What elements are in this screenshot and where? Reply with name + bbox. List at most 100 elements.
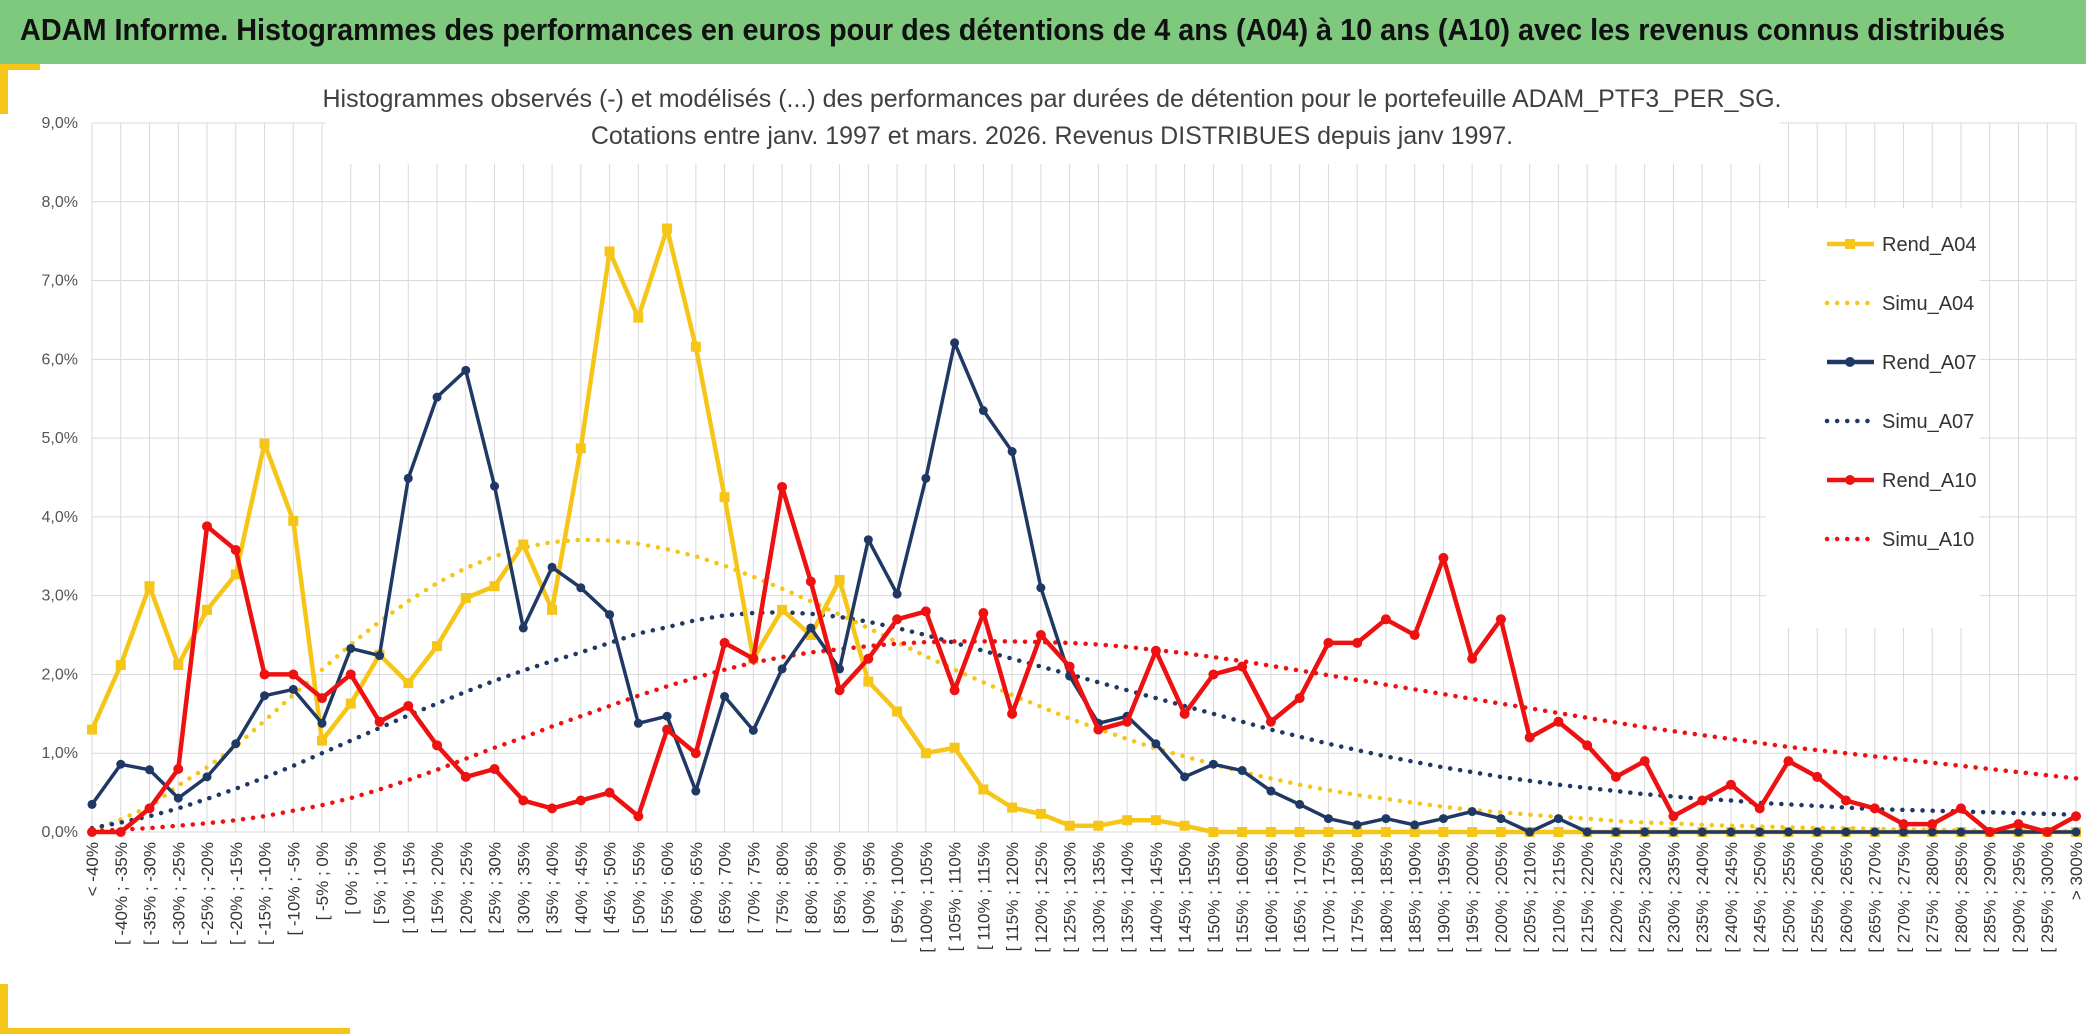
data-point-rend-a07 <box>1870 827 1880 837</box>
data-point-rend-a07 <box>1898 827 1908 837</box>
data-point-rend-a07 <box>691 786 701 796</box>
data-point-rend-a10 <box>432 740 443 751</box>
data-point-rend-a07 <box>576 583 586 593</box>
x-tick-label: [ 25% ; 30% <box>486 842 505 934</box>
data-point-rend-a07 <box>1438 814 1448 824</box>
data-point-rend-a07 <box>806 623 816 633</box>
data-point-rend-a07 <box>633 718 643 728</box>
chart-title-line-1: Histogrammes observés (-) et modélisés (… <box>323 85 1782 113</box>
data-point-rend-a10 <box>1812 771 1823 782</box>
data-point-rend-a04 <box>1237 827 1248 837</box>
data-point-rend-a07 <box>1208 759 1218 769</box>
data-point-rend-a10 <box>1955 803 1966 814</box>
data-point-rend-a10 <box>460 771 471 782</box>
data-point-rend-a04 <box>604 246 615 257</box>
data-point-rend-a10 <box>1898 819 1909 830</box>
data-point-rend-a07 <box>1812 827 1822 837</box>
x-tick-label: [ 295% ; 300% <box>2038 842 2057 953</box>
x-tick-label: [ 265% ; 270% <box>1866 842 1885 953</box>
x-tick-label: [ 170% ; 175% <box>1319 842 1338 953</box>
y-axis-ticks: 0,0% 1,0% 2,0% 3,0% 4,0% 5,0% 6,0% 7,0% 8,0% 9,0% <box>42 115 78 841</box>
data-point-rend-a07 <box>1697 827 1707 837</box>
data-point-rend-a10 <box>1754 803 1765 814</box>
data-point-rend-a07 <box>1640 827 1650 837</box>
data-point-rend-a10 <box>805 576 816 587</box>
x-tick-label: [ 225% ; 230% <box>1636 842 1655 953</box>
data-point-rend-a10 <box>834 685 845 696</box>
data-point-rend-a10 <box>1007 708 1018 719</box>
data-point-rend-a10 <box>1352 637 1363 648</box>
x-tick-label: > 300% <box>2067 842 2086 900</box>
x-tick-label: [ 90% ; 95% <box>859 842 878 934</box>
accent-corner-bottom-vertical <box>0 984 8 1034</box>
x-tick-label: [ -10% ; -5% <box>284 842 303 936</box>
data-point-rend-a10 <box>489 763 500 774</box>
data-point-rend-a04 <box>777 604 788 615</box>
data-point-rend-a04 <box>978 784 989 795</box>
data-point-rend-a07 <box>87 799 97 809</box>
data-point-rend-a04 <box>1467 827 1478 837</box>
data-point-rend-a10 <box>1467 653 1478 664</box>
x-axis-ticks: < -40% [ -40% ; -35% [ -35% ; -30% [ -30% ;… <box>83 842 2086 953</box>
x-tick-label: [ 140% ; 145% <box>1147 842 1166 953</box>
data-point-rend-a04 <box>230 569 241 580</box>
x-tick-label: [ -40% ; -35% <box>112 842 131 945</box>
data-point-rend-a10 <box>690 748 701 759</box>
data-point-rend-a10 <box>633 811 644 822</box>
title-background <box>326 84 1780 164</box>
y-tick-label: 2,0% <box>42 666 78 683</box>
data-point-rend-a10 <box>1840 795 1851 806</box>
data-point-rend-a10 <box>1610 771 1621 782</box>
legend-background <box>1766 208 1980 628</box>
y-tick-label: 5,0% <box>42 430 78 447</box>
data-point-rend-a10 <box>288 669 299 680</box>
accent-corner-top-horizontal <box>0 64 40 70</box>
data-point-rend-a10 <box>1495 614 1506 625</box>
data-point-rend-a07 <box>1841 827 1851 837</box>
data-point-rend-a10 <box>202 521 213 532</box>
x-tick-label: [ 270% ; 275% <box>1894 842 1913 953</box>
legend-label-rend-a04: Rend_A04 <box>1882 234 1977 256</box>
data-point-rend-a04 <box>1380 827 1391 837</box>
data-point-rend-a07 <box>231 739 241 749</box>
data-point-rend-a07 <box>1036 583 1046 593</box>
series-layer <box>87 223 2081 837</box>
data-point-rend-a07 <box>1180 772 1190 782</box>
data-point-rend-a10 <box>1553 716 1564 727</box>
data-point-rend-a04 <box>1495 827 1506 837</box>
legend-label-simu-a07: Simu_A07 <box>1882 411 1974 433</box>
x-tick-label: [ 10% ; 15% <box>399 842 418 934</box>
data-point-rend-a10 <box>1869 803 1880 814</box>
series-line-rend-a10 <box>92 484 2078 835</box>
data-point-rend-a04 <box>1409 827 1420 837</box>
x-tick-label: [ 55% ; 60% <box>658 842 677 934</box>
data-point-rend-a04 <box>662 223 673 234</box>
x-tick-label: [ -5% ; 0% <box>313 842 332 920</box>
x-tick-label: [ 40% ; 45% <box>572 842 591 934</box>
data-point-rend-a04 <box>1323 827 1334 837</box>
data-point-rend-a10 <box>1409 630 1420 641</box>
data-point-rend-a10 <box>403 700 414 711</box>
x-tick-label: [ 155% ; 160% <box>1233 842 1252 953</box>
x-tick-label: [ 20% ; 25% <box>457 842 476 934</box>
data-point-rend-a10 <box>1927 819 1938 830</box>
data-point-rend-a07 <box>518 623 528 633</box>
accent-corner-bottom-horizontal <box>0 1028 350 1034</box>
data-point-rend-a04 <box>173 659 184 670</box>
data-point-rend-a10 <box>719 637 730 648</box>
data-point-rend-a07 <box>2071 827 2081 837</box>
data-point-rend-a07 <box>403 473 413 483</box>
data-point-rend-a07 <box>1611 827 1621 837</box>
data-point-rend-a10 <box>1697 795 1708 806</box>
x-tick-label: [ 220% ; 225% <box>1607 842 1626 953</box>
data-point-rend-a07 <box>863 535 873 545</box>
x-tick-label: [ 275% ; 280% <box>1923 842 1942 953</box>
x-tick-label: [ 145% ; 150% <box>1176 842 1195 953</box>
x-tick-label: [ 100% ; 105% <box>917 842 936 953</box>
data-point-rend-a04 <box>460 593 471 604</box>
data-point-rend-a04 <box>1265 827 1276 837</box>
data-point-rend-a10 <box>259 669 270 680</box>
x-tick-label: [ 195% ; 200% <box>1463 842 1482 953</box>
data-point-rend-a10 <box>2013 819 2024 830</box>
data-point-rend-a10 <box>604 787 615 798</box>
